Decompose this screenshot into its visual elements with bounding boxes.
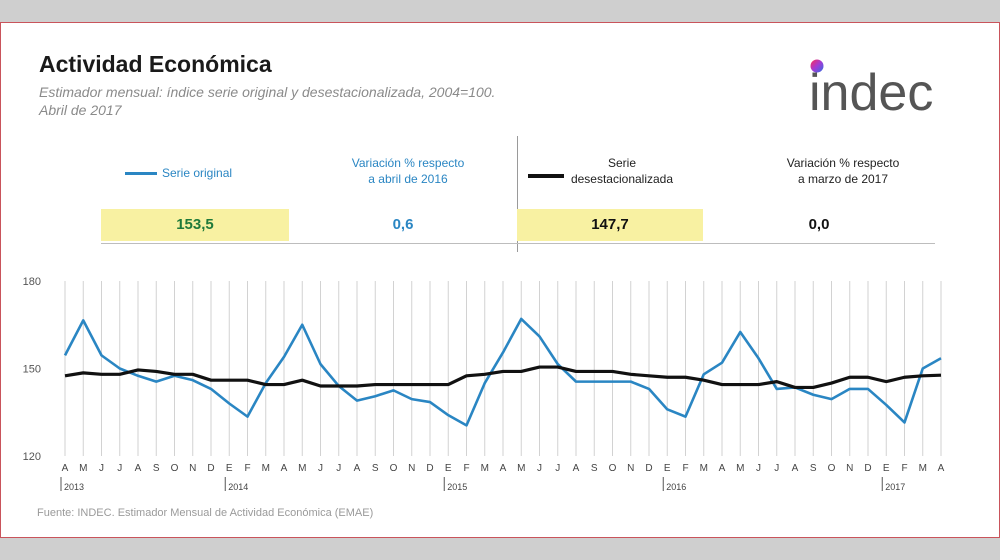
x-tick-label: N bbox=[408, 463, 415, 474]
logo-dot bbox=[810, 59, 824, 73]
legend-seasonal-line2: desestacionalizada bbox=[570, 172, 674, 186]
x-tick-label: M bbox=[481, 463, 489, 474]
x-tick-label: A bbox=[573, 463, 580, 474]
legend-original-swatch bbox=[125, 172, 157, 176]
x-tick-label: M bbox=[919, 463, 927, 474]
legend-seasonal: Serie desestacionalizada bbox=[557, 155, 687, 187]
subtitle-line-1: Estimador mensual: índice serie original… bbox=[39, 84, 496, 100]
chart-panel: Actividad Económica Estimador mensual: í… bbox=[0, 22, 1000, 538]
x-tick-label: J bbox=[555, 463, 560, 474]
x-tick-label: M bbox=[736, 463, 744, 474]
legend-seasonal-swatch bbox=[528, 174, 564, 178]
x-tick-label: M bbox=[700, 463, 708, 474]
chart-series bbox=[63, 317, 942, 427]
value-variation-seasonal: 0,0 bbox=[808, 216, 830, 233]
legend-variation-seasonal: Variación % respecto a marzo de 2017 bbox=[753, 155, 933, 187]
x-tick-label: D bbox=[207, 463, 214, 474]
x-tick-label: F bbox=[244, 463, 250, 474]
x-tick-label: D bbox=[864, 463, 871, 474]
x-tick-label: A bbox=[135, 463, 142, 474]
x-tick-label: A bbox=[719, 463, 726, 474]
x-tick-label: F bbox=[901, 463, 907, 474]
legend-variation-seasonal-line1: Variación % respecto bbox=[786, 156, 900, 170]
legend-variation-original-line1: Variación % respecto bbox=[351, 156, 465, 170]
x-tick-label: J bbox=[537, 463, 542, 474]
x-tick-label: E bbox=[664, 463, 671, 474]
x-tick-label: A bbox=[500, 463, 507, 474]
x-tick-label: O bbox=[390, 463, 398, 474]
x-tick-label: S bbox=[810, 463, 817, 474]
legend-variation-original-line2: a abril de 2016 bbox=[368, 172, 448, 186]
y-tick-label: 150 bbox=[23, 364, 41, 376]
x-tick-label: S bbox=[591, 463, 598, 474]
y-axis: 180 150 120 bbox=[23, 276, 41, 463]
y-tick-label: 120 bbox=[23, 451, 41, 463]
series-line-seasonal bbox=[64, 365, 942, 390]
x-tick-label: J bbox=[756, 463, 761, 474]
legend-variation-seasonal-line2: a marzo de 2017 bbox=[797, 172, 889, 186]
year-label: 2016 bbox=[666, 482, 686, 491]
x-tick-label: S bbox=[153, 463, 160, 474]
value-row-divider bbox=[101, 243, 935, 244]
year-label: 2013 bbox=[64, 482, 84, 491]
x-tick-label: F bbox=[463, 463, 469, 474]
legend-seasonal-line1: Serie bbox=[607, 156, 636, 170]
y-tick-label: 180 bbox=[23, 276, 41, 288]
value-seasonal: 147,7 bbox=[517, 209, 703, 241]
x-tick-label: E bbox=[226, 463, 233, 474]
value-variation-original: 0,6 bbox=[392, 216, 414, 233]
subtitle-line-2: Abril de 2017 bbox=[39, 102, 122, 118]
x-tick-label: J bbox=[117, 463, 122, 474]
value-original: 153,5 bbox=[101, 209, 289, 241]
x-tick-label: N bbox=[846, 463, 853, 474]
source-note: Fuente: INDEC. Estimador Mensual de Acti… bbox=[37, 507, 374, 519]
legend-variation-original: Variación % respecto a abril de 2016 bbox=[323, 155, 493, 187]
x-tick-label: N bbox=[627, 463, 634, 474]
x-tick-label: E bbox=[883, 463, 890, 474]
x-tick-label: S bbox=[372, 463, 379, 474]
year-label: 2015 bbox=[447, 482, 467, 491]
indec-logo: indec bbox=[809, 59, 933, 119]
x-tick-label: D bbox=[426, 463, 433, 474]
legend-original-label: Serie original bbox=[162, 166, 233, 180]
x-tick-label: M bbox=[298, 463, 306, 474]
x-tick-label: J bbox=[774, 463, 779, 474]
x-tick-label: J bbox=[336, 463, 341, 474]
page-title: Actividad Económica bbox=[39, 51, 272, 77]
chart-grid bbox=[64, 281, 942, 456]
x-tick-label: A bbox=[62, 463, 69, 474]
year-label: 2017 bbox=[885, 482, 905, 491]
x-tick-label: M bbox=[79, 463, 87, 474]
x-tick-label: J bbox=[99, 463, 104, 474]
x-tick-label: F bbox=[682, 463, 688, 474]
x-tick-label: M bbox=[517, 463, 525, 474]
x-tick-label: O bbox=[609, 463, 617, 474]
x-tick-label: A bbox=[354, 463, 361, 474]
x-tick-label: O bbox=[828, 463, 836, 474]
x-tick-label: A bbox=[938, 463, 945, 474]
x-tick-label: D bbox=[645, 463, 652, 474]
x-tick-label: A bbox=[792, 463, 799, 474]
x-tick-label: A bbox=[281, 463, 288, 474]
legend-original: Serie original bbox=[125, 165, 245, 181]
legend-divider bbox=[517, 136, 518, 252]
x-tick-label: O bbox=[171, 463, 179, 474]
subtitle: Estimador mensual: índice serie original… bbox=[39, 83, 639, 119]
x-tick-label: M bbox=[262, 463, 270, 474]
x-tick-label: E bbox=[445, 463, 452, 474]
year-label: 2014 bbox=[228, 482, 248, 491]
x-tick-label: N bbox=[189, 463, 196, 474]
x-tick-label: J bbox=[318, 463, 323, 474]
logo-text: indec bbox=[809, 64, 933, 119]
